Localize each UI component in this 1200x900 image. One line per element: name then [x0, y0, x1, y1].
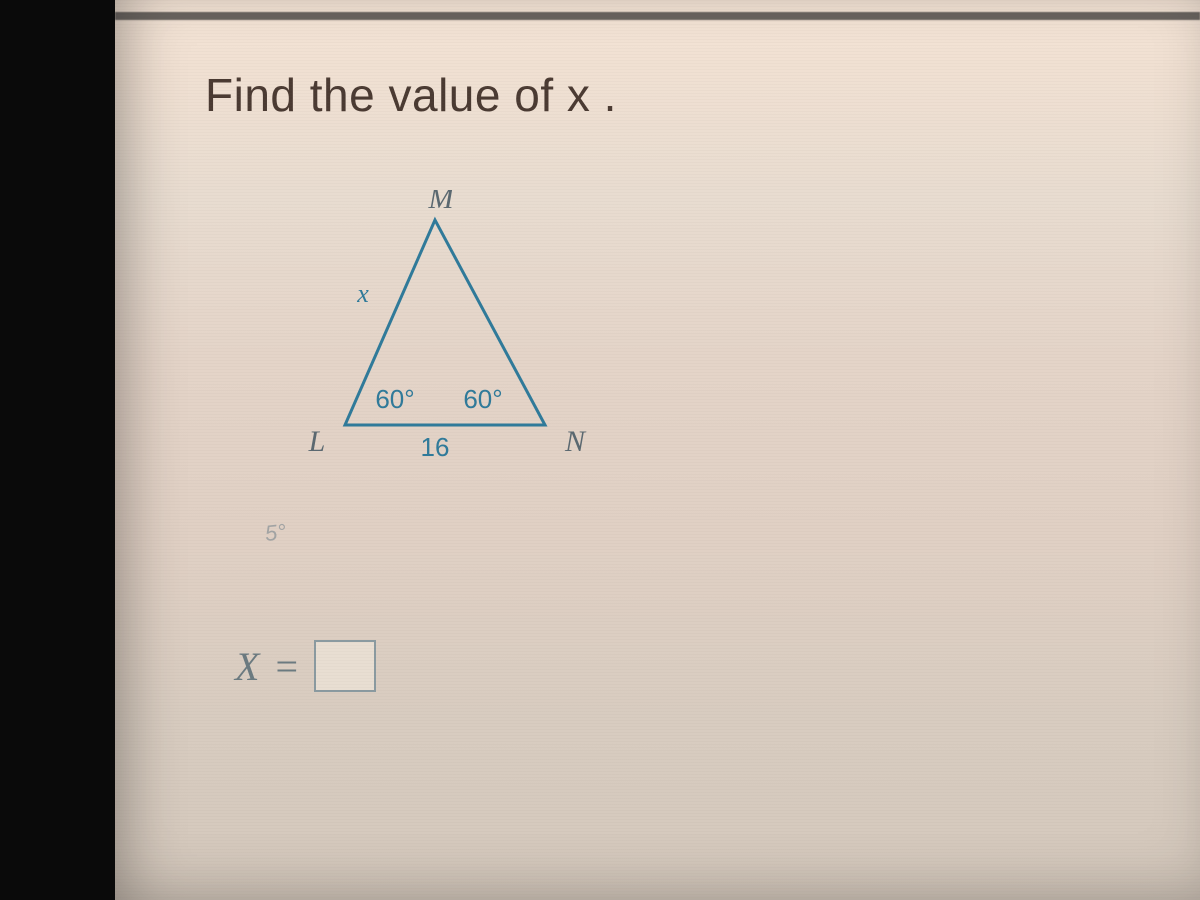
question-text: Find the value of x . — [205, 68, 617, 122]
photo-frame: Find the value of x . MLNx1660°60° 5° X … — [0, 0, 1200, 900]
equals-sign: = — [275, 643, 298, 690]
answer-variable: X — [235, 643, 259, 690]
vertex-label-n: N — [564, 425, 587, 458]
triangle-svg: MLNx1660°60° — [235, 190, 635, 510]
answer-input[interactable] — [314, 640, 376, 692]
screen-area: Find the value of x . MLNx1660°60° 5° X … — [115, 0, 1200, 900]
angle-label-left: 60° — [375, 384, 414, 414]
angle-label-right: 60° — [463, 384, 502, 414]
stray-mark: 5° — [264, 519, 288, 547]
vertex-label-m: M — [428, 190, 456, 215]
side-label-base: 16 — [421, 432, 450, 462]
answer-row: X = — [235, 640, 376, 692]
vertex-label-l: L — [308, 425, 326, 458]
side-label-x: x — [356, 279, 369, 308]
triangle-figure: MLNx1660°60° — [235, 190, 635, 530]
window-top-border — [115, 12, 1200, 20]
